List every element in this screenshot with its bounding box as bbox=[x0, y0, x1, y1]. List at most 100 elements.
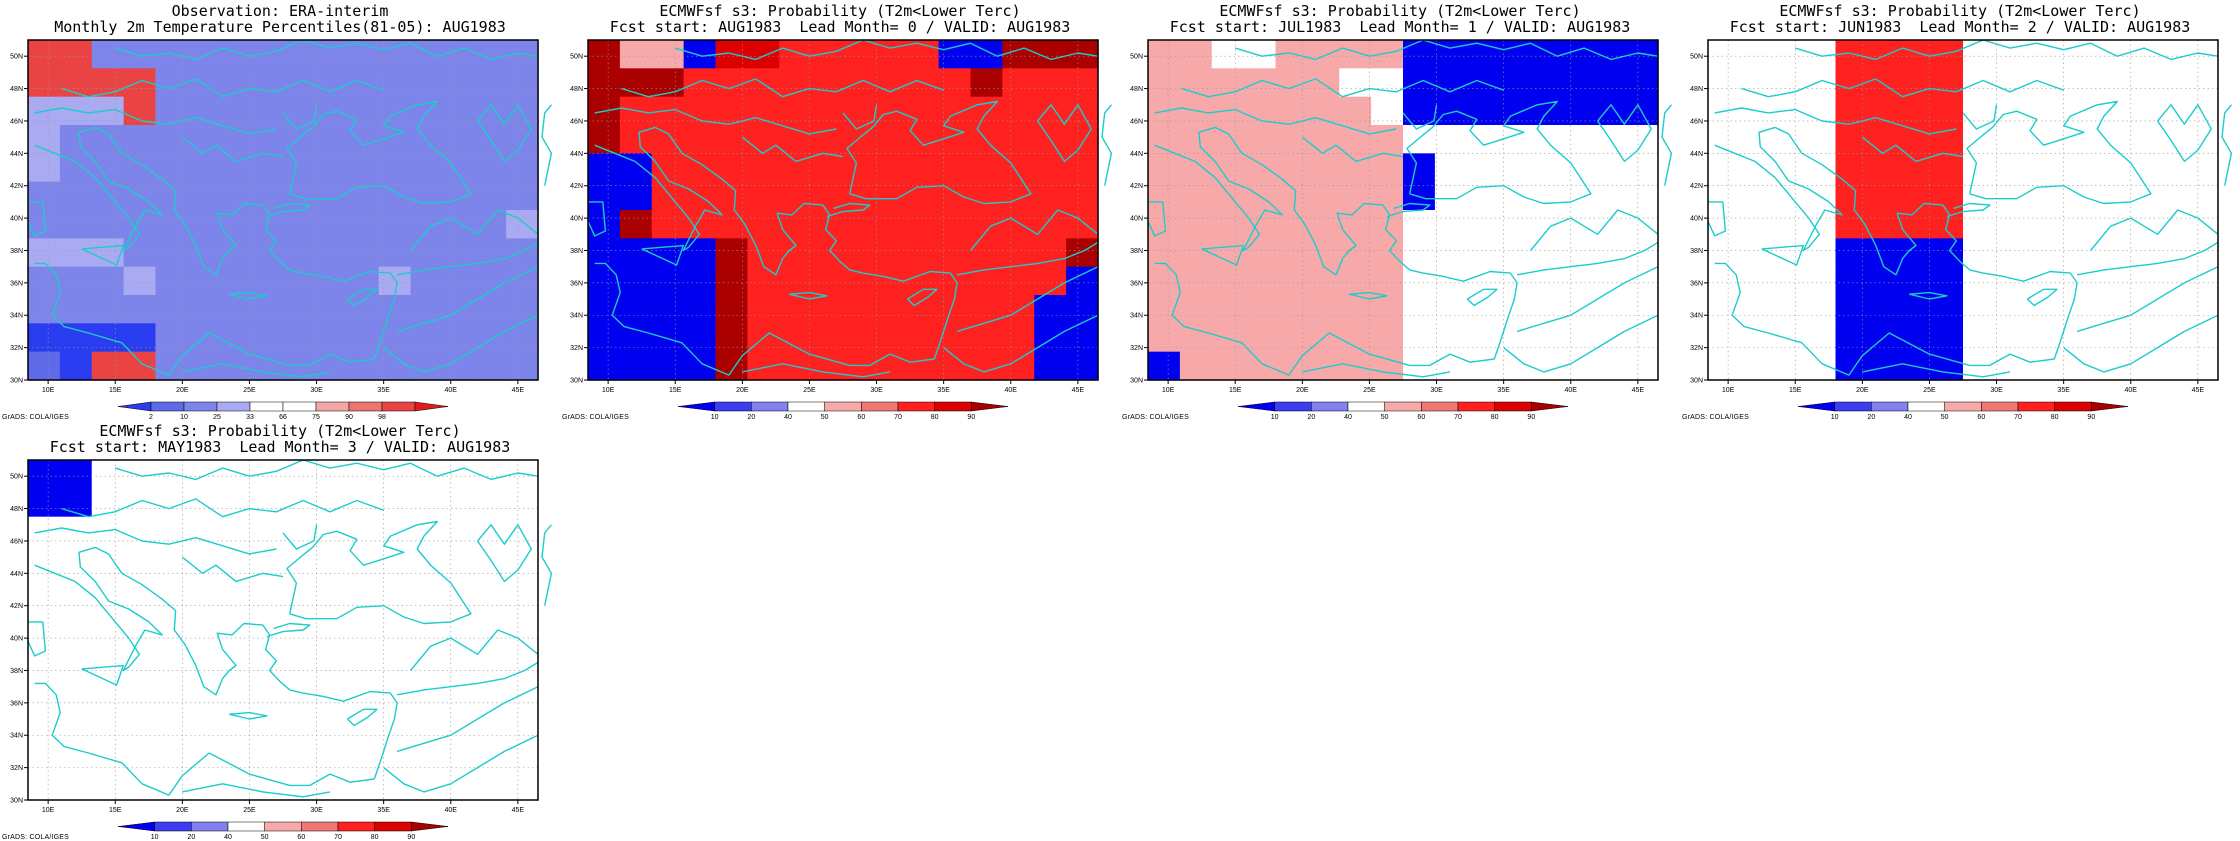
lat-tick-label: 34N bbox=[570, 313, 583, 320]
grid-cell bbox=[251, 743, 284, 773]
grid-cell bbox=[1708, 68, 1741, 98]
colorbar-label: 60 bbox=[297, 834, 305, 840]
grid-cell bbox=[1066, 210, 1099, 239]
coastline bbox=[182, 783, 331, 798]
grid-cell bbox=[378, 210, 412, 239]
grid-cell bbox=[2186, 125, 2219, 154]
grid-cell bbox=[314, 573, 348, 603]
grid-cell bbox=[123, 715, 157, 744]
grid-cell bbox=[442, 266, 475, 296]
grid-cell bbox=[1434, 153, 1468, 183]
grid-cell bbox=[1867, 96, 1900, 126]
grid-cell bbox=[283, 266, 316, 296]
grid-cell bbox=[187, 771, 220, 801]
grid-cell bbox=[251, 516, 284, 546]
grid-cell bbox=[2122, 125, 2155, 154]
coastline bbox=[34, 682, 375, 796]
grid-cell bbox=[187, 181, 220, 211]
grid-cell bbox=[1931, 153, 1964, 183]
colorbar-swatch bbox=[183, 401, 218, 412]
lat-tick-label: 44N bbox=[10, 571, 23, 578]
grid-cell bbox=[1371, 153, 1404, 183]
grid-cell bbox=[187, 210, 220, 239]
grid-cell bbox=[1243, 351, 1277, 381]
lon-tick-label: 45E bbox=[1632, 387, 1645, 394]
grid-cell bbox=[442, 238, 475, 268]
colorbar-swatch bbox=[374, 821, 412, 832]
grid-cell bbox=[811, 323, 844, 353]
grid-cell bbox=[187, 40, 220, 69]
grid-cell bbox=[1708, 266, 1741, 296]
grid-cell bbox=[1371, 323, 1404, 353]
grid-cell bbox=[2026, 323, 2060, 353]
grid-cell bbox=[747, 96, 780, 126]
grid-cell bbox=[1211, 40, 1245, 69]
grid-cell bbox=[1562, 351, 1595, 381]
panel-title: Observation: ERA-interim bbox=[171, 2, 389, 20]
grid-cell bbox=[187, 460, 220, 489]
grid-cell bbox=[219, 460, 252, 489]
grid-cell bbox=[1530, 351, 1563, 381]
lat-tick-label: 46N bbox=[1690, 118, 1703, 125]
colorbar-label: 10 bbox=[1831, 414, 1839, 420]
lat-tick-label: 38N bbox=[10, 248, 23, 255]
colorbar-swatch bbox=[411, 821, 449, 832]
map-canvas: 10E 15E 20E 25E 30E 35E 40E 45E 30N 32N 34N 36N 38N 4… bbox=[570, 39, 1113, 420]
grid-cell bbox=[1994, 96, 2028, 126]
grid-cell bbox=[1403, 210, 1436, 239]
grid-cell bbox=[91, 351, 125, 381]
grid-cell bbox=[651, 266, 685, 296]
grid-cell bbox=[1403, 96, 1436, 126]
grads-credit: GrADS: COLA/IGES bbox=[2, 834, 69, 841]
grid-cell bbox=[251, 153, 284, 183]
coastline bbox=[2026, 288, 2058, 307]
grid-cell bbox=[442, 68, 475, 98]
map-frame bbox=[27, 459, 539, 801]
grid-cell bbox=[1148, 40, 1181, 69]
lon-tick-label: 10E bbox=[602, 387, 615, 394]
grid-cell bbox=[779, 96, 812, 126]
coastline bbox=[2221, 104, 2233, 186]
grid-cell bbox=[1403, 238, 1436, 268]
grid-cell bbox=[283, 210, 316, 239]
grid-cell bbox=[2090, 323, 2123, 353]
grid-cell bbox=[970, 210, 1003, 239]
lat-tick-label: 42N bbox=[1130, 183, 1143, 190]
grid-cell bbox=[123, 351, 157, 381]
colorbar-label: 90 bbox=[407, 834, 415, 840]
colorbar-swatch bbox=[1274, 401, 1312, 412]
coastline bbox=[846, 100, 1032, 205]
grid-cell bbox=[1994, 295, 2028, 324]
grid-cell bbox=[747, 68, 780, 98]
lat-tick-label: 46N bbox=[1130, 118, 1143, 125]
coastline bbox=[477, 104, 532, 163]
grid-cell bbox=[588, 153, 621, 183]
grid-cell bbox=[1371, 295, 1404, 324]
grid-cell bbox=[906, 125, 940, 154]
grid-cell bbox=[2090, 68, 2123, 98]
grid-cell bbox=[1466, 295, 1500, 324]
lat-tick-label: 36N bbox=[1690, 280, 1703, 287]
grid-cell bbox=[2122, 181, 2155, 211]
grid-cell bbox=[1339, 210, 1372, 239]
grid-cell bbox=[474, 630, 507, 659]
map-frame bbox=[1707, 39, 2219, 381]
coastline bbox=[1862, 363, 2011, 378]
grid-cell bbox=[155, 686, 188, 716]
grid-cell bbox=[683, 125, 717, 154]
grid-cell bbox=[1371, 96, 1404, 126]
grid-cell bbox=[410, 68, 443, 98]
grid-cell bbox=[1179, 295, 1213, 324]
grid-cell bbox=[410, 238, 443, 268]
grid-cell bbox=[1002, 266, 1035, 296]
grid-cell bbox=[1275, 266, 1308, 296]
coastline bbox=[396, 686, 539, 753]
coastline bbox=[1714, 107, 1957, 135]
grid-cell bbox=[1066, 68, 1099, 98]
colorbar-label: 40 bbox=[784, 414, 792, 420]
lon-tick-label: 30E bbox=[310, 387, 323, 394]
grid-cell bbox=[187, 658, 220, 688]
grid-cell bbox=[314, 516, 348, 546]
grid-cell bbox=[1963, 238, 1996, 268]
grid-cell bbox=[474, 153, 507, 183]
